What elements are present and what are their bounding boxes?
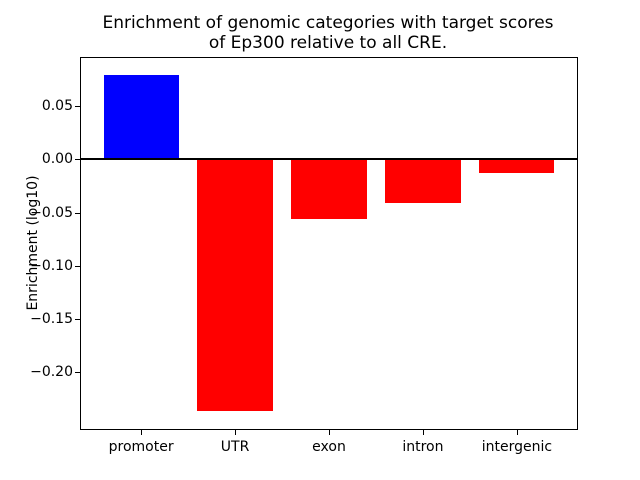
bar-intergenic: [479, 159, 555, 174]
y-tick-mark: [75, 319, 80, 321]
plot-area: 0.05 0.00 −0.05 −0.10 −0.15 −0.20 promoter UTR e…: [30, 57, 578, 455]
y-tick-mark: [75, 159, 80, 161]
y-tick-label: −0.20: [30, 364, 73, 381]
y-tick-mark: [75, 212, 80, 214]
x-tick-label-promoter: promoter: [108, 439, 174, 455]
x-tick-label-intergenic: intergenic: [481, 439, 553, 455]
x-tick-mark: [516, 430, 518, 435]
y-tick-label: −0.10: [30, 257, 73, 274]
y-tick-label: −0.05: [30, 204, 73, 221]
bar-intron: [385, 159, 461, 203]
bar-promoter: [103, 75, 179, 160]
chart-title-line-2: of Ep300 relative to all CRE.: [208, 33, 448, 54]
x-tick-mark: [422, 430, 424, 435]
x-tick-label-exon: exon: [312, 439, 346, 455]
x-tick-label-UTR: UTR: [220, 439, 250, 455]
x-tick-mark: [329, 430, 330, 435]
y-tick-label: −0.15: [30, 311, 73, 328]
y-tick-label: 0.00: [41, 151, 73, 168]
y-tick-mark: [75, 265, 80, 267]
y-tick-label: 0.05: [41, 97, 73, 114]
chart-title: Enrichment of genomic categories with ta…: [80, 13, 576, 54]
bar-exon: [291, 159, 367, 219]
zero-line: [81, 158, 577, 161]
y-axis-label: Enrichment (log10): [25, 175, 41, 311]
bar-UTR: [197, 159, 273, 411]
chart-title-line-1: Enrichment of genomic categories with ta…: [102, 13, 554, 33]
x-tick-label-intron: intron: [402, 439, 444, 455]
x-tick-mark: [141, 430, 143, 435]
x-tick-mark: [235, 430, 237, 435]
y-tick-mark: [75, 372, 80, 374]
y-tick-mark: [75, 105, 80, 107]
